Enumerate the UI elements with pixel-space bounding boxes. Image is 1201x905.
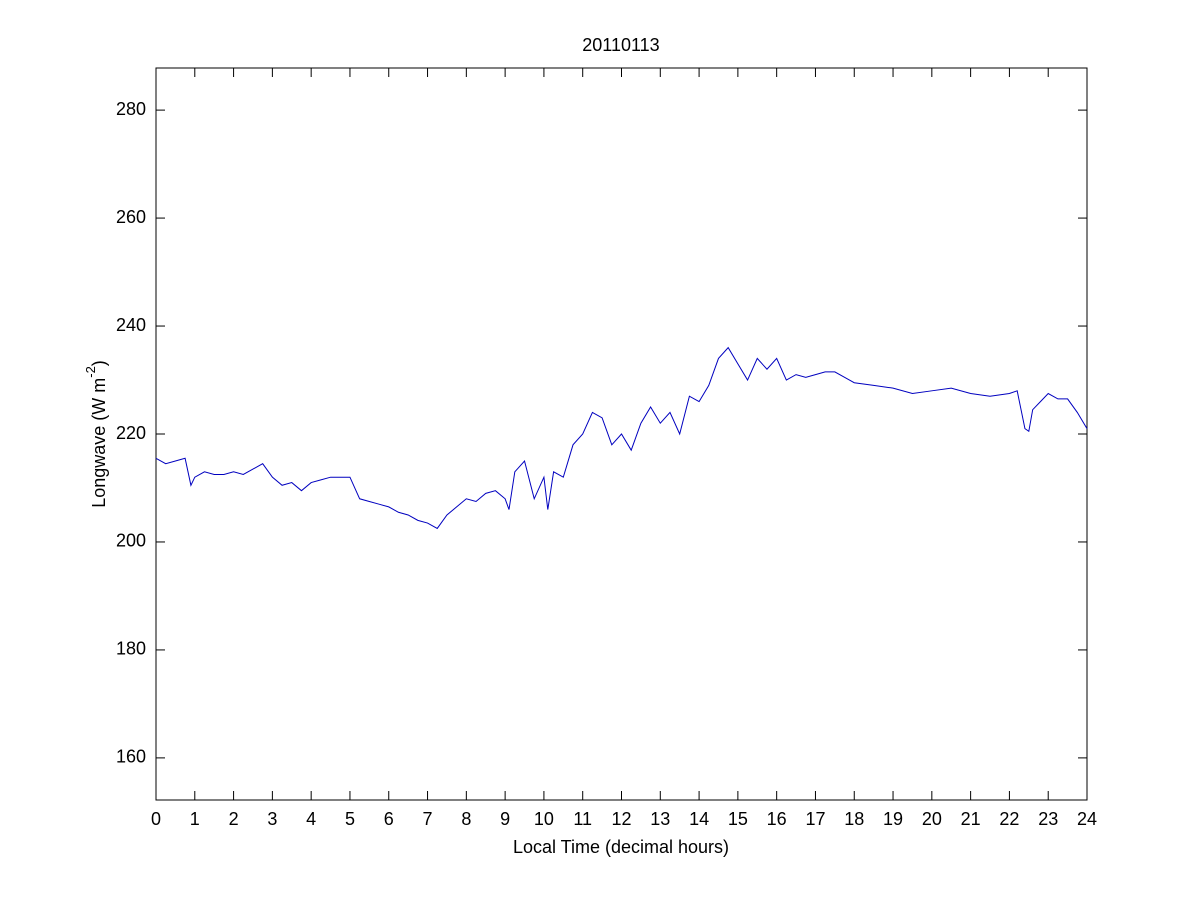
y-label-text: Longwave (W m bbox=[89, 378, 109, 508]
x-tick-label: 1 bbox=[190, 809, 200, 829]
y-tick-label: 220 bbox=[116, 423, 146, 443]
x-tick-label: 20 bbox=[922, 809, 942, 829]
x-tick-label: 3 bbox=[267, 809, 277, 829]
x-tick-label: 0 bbox=[151, 809, 161, 829]
x-tick-label: 5 bbox=[345, 809, 355, 829]
y-tick-label: 160 bbox=[116, 747, 146, 767]
x-tick-label: 17 bbox=[805, 809, 825, 829]
x-tick-label: 11 bbox=[573, 809, 592, 829]
x-tick-label: 21 bbox=[961, 809, 981, 829]
x-tick-label: 22 bbox=[999, 809, 1019, 829]
y-tick-label: 280 bbox=[116, 99, 146, 119]
y-tick-label: 240 bbox=[116, 315, 146, 335]
x-tick-label: 2 bbox=[229, 809, 239, 829]
x-tick-label: 24 bbox=[1077, 809, 1097, 829]
y-axis-label: Longwave (W m-2) bbox=[83, 360, 108, 508]
x-tick-label: 15 bbox=[728, 809, 748, 829]
chart-title: 20110113 bbox=[582, 35, 659, 55]
x-tick-label: 12 bbox=[611, 809, 631, 829]
x-tick-label: 16 bbox=[767, 809, 787, 829]
x-axis-label: Local Time (decimal hours) bbox=[513, 837, 729, 857]
x-tick-label: 13 bbox=[650, 809, 670, 829]
y-tick-label: 260 bbox=[116, 207, 146, 227]
data-line bbox=[155, 346, 1088, 530]
y-tick-label: 180 bbox=[116, 639, 146, 659]
x-tick-label: 14 bbox=[689, 809, 709, 829]
x-tick-label: 8 bbox=[461, 809, 471, 829]
x-tick-label: 9 bbox=[500, 809, 510, 829]
x-tick-label: 10 bbox=[534, 809, 554, 829]
x-tick-label: 7 bbox=[423, 809, 433, 829]
x-tick-label: 6 bbox=[384, 809, 394, 829]
x-tick-label: 23 bbox=[1038, 809, 1058, 829]
x-tick-label: 19 bbox=[883, 809, 903, 829]
y-label-superscript: -2 bbox=[83, 366, 98, 378]
x-tick-label: 18 bbox=[844, 809, 864, 829]
y-label-suffix: ) bbox=[89, 360, 109, 366]
x-tick-label: 4 bbox=[306, 809, 316, 829]
y-tick-label: 200 bbox=[116, 531, 146, 551]
